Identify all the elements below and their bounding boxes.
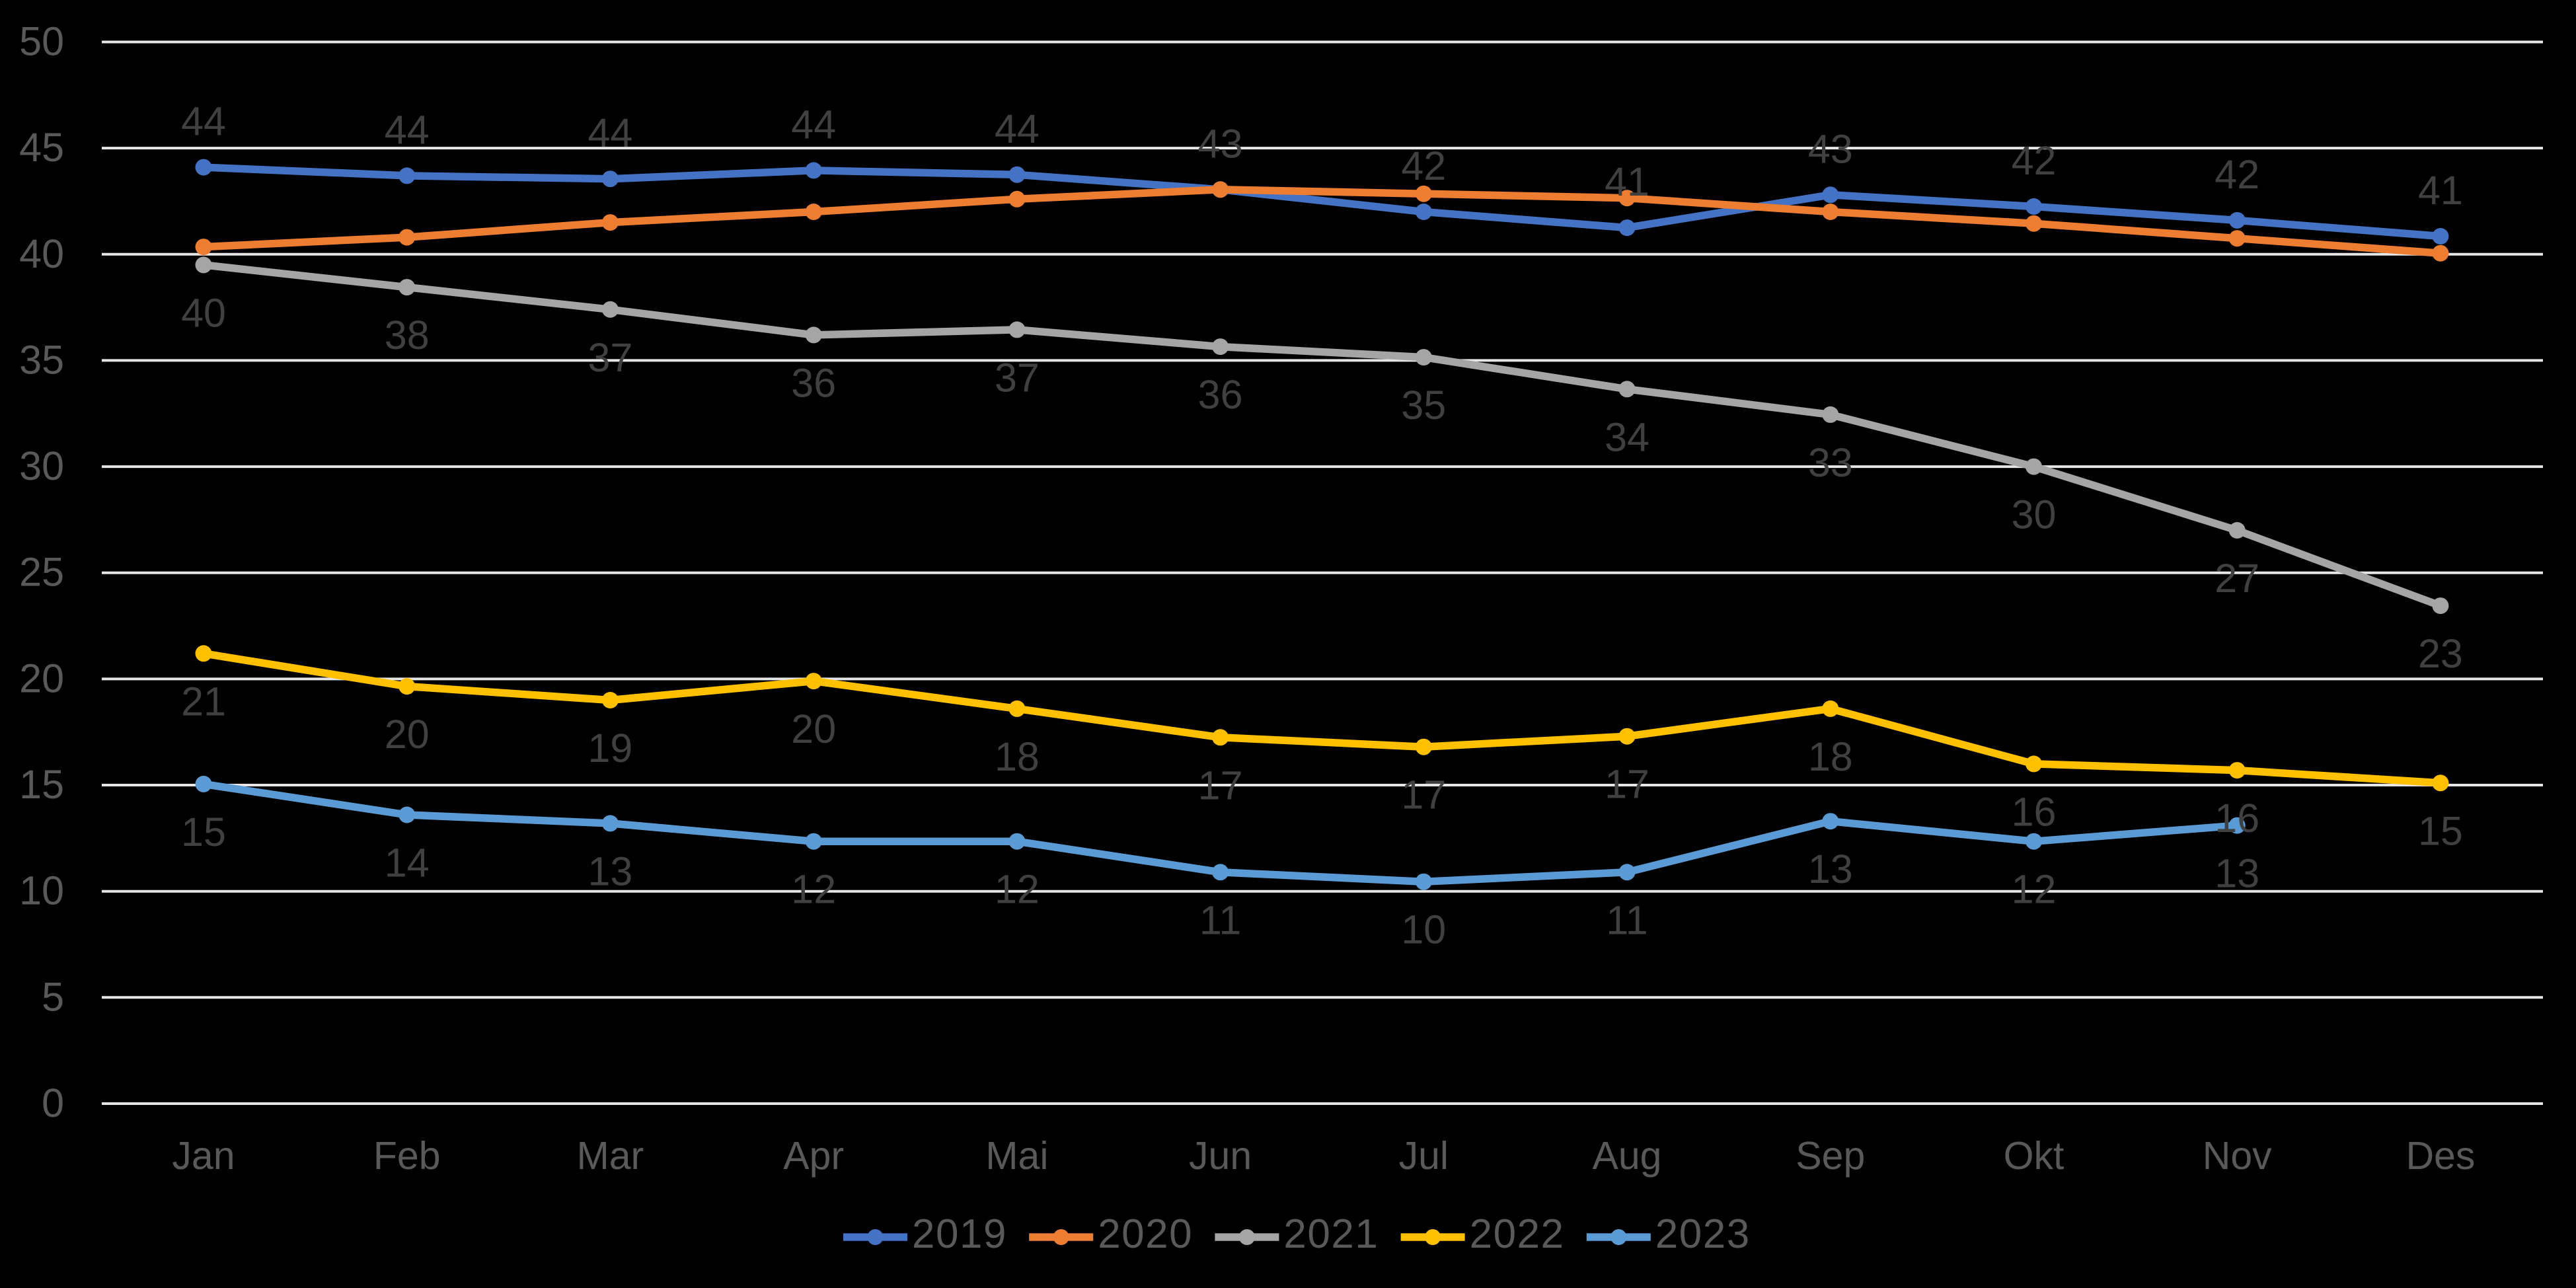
- svg-text:33: 33: [1808, 440, 1853, 485]
- svg-text:18: 18: [1808, 734, 1853, 779]
- svg-text:44: 44: [385, 107, 430, 152]
- svg-text:15: 15: [2418, 808, 2463, 853]
- svg-text:12: 12: [791, 867, 836, 912]
- svg-text:45: 45: [19, 125, 64, 170]
- svg-text:Feb: Feb: [373, 1134, 441, 1178]
- svg-text:37: 37: [587, 335, 632, 380]
- svg-text:12: 12: [2012, 867, 2057, 912]
- svg-text:50: 50: [19, 19, 64, 64]
- svg-text:12: 12: [995, 867, 1040, 912]
- svg-text:13: 13: [1808, 847, 1853, 891]
- svg-text:20: 20: [19, 656, 64, 701]
- svg-text:19: 19: [587, 726, 632, 771]
- svg-text:13: 13: [2215, 851, 2259, 896]
- svg-text:40: 40: [19, 231, 64, 276]
- svg-text:30: 30: [2012, 492, 2057, 537]
- svg-text:2019: 2019: [912, 1211, 1007, 1257]
- svg-text:42: 42: [2215, 152, 2259, 197]
- svg-text:13: 13: [587, 849, 632, 893]
- svg-text:Sep: Sep: [1796, 1134, 1865, 1178]
- svg-text:36: 36: [1198, 372, 1243, 417]
- svg-text:21: 21: [181, 679, 226, 724]
- svg-text:Mar: Mar: [577, 1134, 644, 1178]
- svg-text:Jan: Jan: [172, 1134, 235, 1178]
- svg-text:10: 10: [1401, 907, 1446, 952]
- svg-text:38: 38: [385, 313, 430, 358]
- svg-text:30: 30: [19, 443, 64, 488]
- svg-text:43: 43: [1198, 121, 1243, 166]
- svg-text:41: 41: [2418, 168, 2463, 213]
- svg-text:Okt: Okt: [2004, 1134, 2065, 1178]
- svg-text:34: 34: [1605, 414, 1649, 459]
- svg-text:41: 41: [1605, 159, 1649, 204]
- svg-text:14: 14: [385, 841, 430, 886]
- svg-text:Jun: Jun: [1189, 1134, 1252, 1178]
- svg-text:15: 15: [19, 762, 64, 807]
- svg-text:18: 18: [995, 734, 1040, 779]
- svg-text:Des: Des: [2406, 1134, 2475, 1178]
- svg-text:44: 44: [181, 99, 226, 144]
- svg-text:15: 15: [181, 810, 226, 854]
- svg-text:23: 23: [2418, 631, 2463, 676]
- svg-text:44: 44: [995, 106, 1040, 151]
- svg-text:43: 43: [1808, 126, 1853, 171]
- svg-text:27: 27: [2215, 556, 2259, 601]
- svg-text:37: 37: [995, 355, 1040, 400]
- svg-text:2023: 2023: [1655, 1211, 1751, 1257]
- svg-text:2020: 2020: [1098, 1211, 1193, 1257]
- svg-text:11: 11: [1199, 897, 1241, 942]
- svg-text:17: 17: [1198, 763, 1243, 808]
- svg-text:40: 40: [181, 290, 226, 335]
- svg-text:17: 17: [1401, 773, 1446, 817]
- svg-text:16: 16: [2012, 789, 2057, 834]
- svg-text:10: 10: [19, 868, 64, 913]
- svg-text:35: 35: [19, 337, 64, 382]
- svg-text:Jul: Jul: [1399, 1134, 1449, 1178]
- svg-text:44: 44: [587, 110, 632, 155]
- svg-text:0: 0: [42, 1080, 64, 1125]
- svg-text:Nov: Nov: [2203, 1134, 2272, 1178]
- svg-text:Mai: Mai: [985, 1134, 1048, 1178]
- svg-text:2021: 2021: [1283, 1211, 1379, 1257]
- svg-text:20: 20: [791, 706, 836, 751]
- svg-text:5: 5: [42, 974, 64, 1019]
- svg-text:44: 44: [791, 102, 836, 147]
- svg-text:Aug: Aug: [1593, 1134, 1662, 1178]
- svg-text:36: 36: [791, 360, 836, 405]
- svg-text:16: 16: [2215, 796, 2259, 841]
- svg-text:17: 17: [1605, 762, 1649, 807]
- svg-text:42: 42: [1401, 143, 1446, 188]
- svg-text:11: 11: [1606, 897, 1648, 942]
- svg-text:20: 20: [385, 712, 430, 757]
- svg-text:25: 25: [19, 550, 64, 595]
- svg-text:Apr: Apr: [783, 1134, 844, 1178]
- svg-text:35: 35: [1401, 383, 1446, 428]
- svg-text:42: 42: [2012, 138, 2057, 183]
- svg-text:2022: 2022: [1470, 1211, 1565, 1257]
